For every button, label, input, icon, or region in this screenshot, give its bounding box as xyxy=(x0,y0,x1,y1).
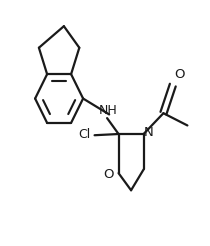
Text: O: O xyxy=(103,168,113,181)
Text: N: N xyxy=(143,126,153,139)
Text: NH: NH xyxy=(99,104,118,117)
Text: Cl: Cl xyxy=(78,127,90,140)
Text: O: O xyxy=(174,68,184,81)
